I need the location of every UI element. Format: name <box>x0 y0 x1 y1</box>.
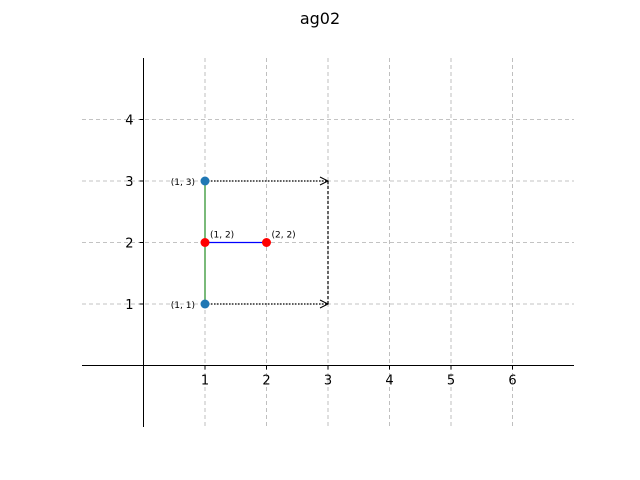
y-tick-label: 2 <box>125 237 133 252</box>
x-tick-label: 2 <box>262 374 270 389</box>
x-tick-label: 6 <box>508 374 516 389</box>
point-label: (1, 3) <box>171 178 195 188</box>
x-tick-label: 5 <box>447 374 455 389</box>
axes <box>82 58 574 427</box>
arrows <box>205 176 330 309</box>
y-tick-label: 1 <box>125 298 133 313</box>
y-tick-label: 4 <box>125 114 133 129</box>
point-label: (1, 2) <box>210 231 234 241</box>
chart-title: ag02 <box>300 9 340 28</box>
arrow-head <box>319 299 330 309</box>
arrow-head <box>319 176 330 186</box>
x-tick-label: 4 <box>385 374 393 389</box>
red-point <box>262 238 271 247</box>
points <box>200 176 271 309</box>
x-tick-label: 3 <box>324 374 332 389</box>
point-label: (1, 1) <box>171 301 195 311</box>
red-point <box>200 238 210 247</box>
blue-point <box>200 176 210 186</box>
y-tick-label: 3 <box>125 175 133 190</box>
point-label: (2, 2) <box>272 231 296 241</box>
point-labels: (1, 1) (1, 3) (1, 2) (2, 2) <box>171 178 296 311</box>
tick-labels: 1 2 3 4 5 6 1 2 3 4 <box>125 114 516 389</box>
blue-point <box>200 299 210 309</box>
x-tick-label: 1 <box>201 374 209 389</box>
